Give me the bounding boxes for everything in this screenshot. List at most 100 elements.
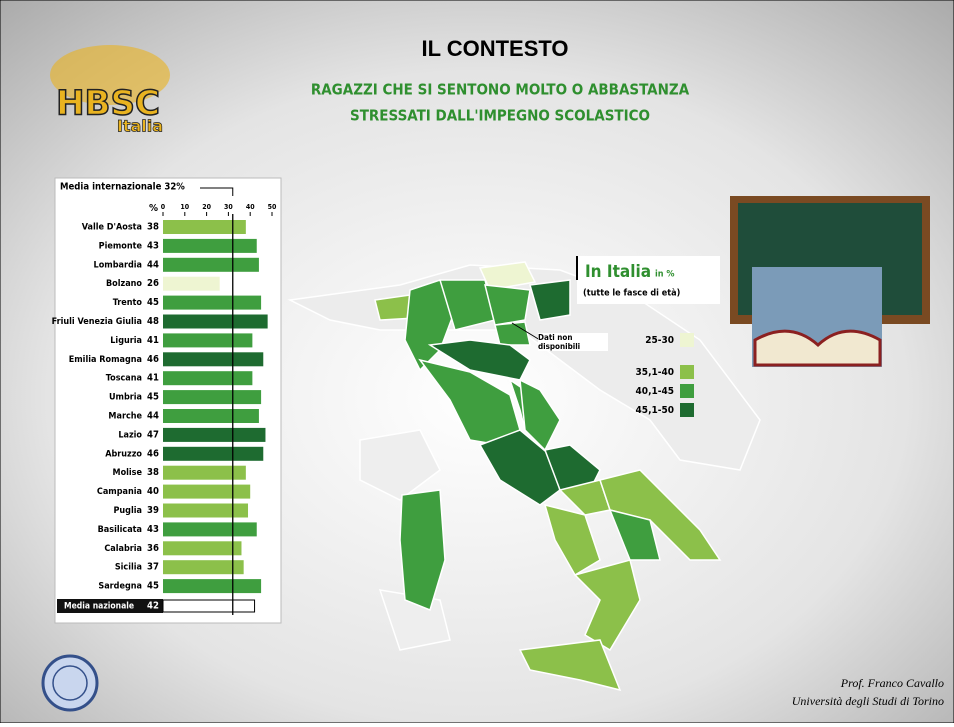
- bar: [163, 238, 257, 253]
- bar: [163, 295, 262, 310]
- value-label: 44: [147, 259, 159, 270]
- slide-title: IL CONTESTO: [421, 36, 568, 61]
- category-label: Lazio: [118, 430, 142, 440]
- bar: [163, 352, 264, 367]
- value-label: 40: [147, 486, 159, 497]
- legend-class-label: 45,1-50: [636, 405, 674, 416]
- legend-missing-text: Dati non disponibili: [538, 333, 608, 351]
- blackboard-picture: [730, 196, 930, 367]
- legend-note: (tutte le fasce di età): [583, 289, 680, 299]
- bar: [163, 257, 259, 272]
- bar: [163, 333, 253, 348]
- author-affiliation: Università degli Studi di Torino: [792, 694, 944, 708]
- value-label: 38: [147, 467, 159, 478]
- value-label: 46: [147, 448, 159, 459]
- category-label: Piemonte: [99, 241, 143, 251]
- national-bar: [162, 599, 256, 613]
- legend-swatch: [680, 365, 694, 379]
- value-label: 41: [147, 373, 159, 384]
- category-label: Abruzzo: [105, 449, 142, 459]
- bar: [163, 560, 244, 575]
- value-label: 26: [147, 278, 159, 289]
- category-label: Puglia: [113, 506, 142, 516]
- legend-swatch: [680, 333, 694, 347]
- legend-class-label: 40,1-45: [636, 386, 674, 397]
- national-label-bg: [57, 599, 163, 613]
- bar: [163, 314, 268, 329]
- category-label: Friuli Venezia Giulia: [52, 317, 142, 327]
- category-label: Bolzano: [106, 279, 142, 289]
- slide-subtitle: STRESSATI DALL'IMPEGNO SCOLASTICO: [350, 107, 650, 125]
- logo-text: HBSC: [56, 84, 160, 124]
- legend-unit: in %: [655, 270, 674, 280]
- bar: [163, 371, 253, 386]
- value-label: 47: [147, 429, 159, 440]
- category-label: Calabria: [104, 544, 142, 554]
- category-label: Emilia Romagna: [69, 355, 142, 365]
- value-label: 36: [147, 543, 159, 554]
- national-label: Media nazionale: [64, 602, 134, 612]
- bar: [163, 276, 220, 291]
- value-label: 45: [147, 297, 159, 308]
- reference-connector: [200, 187, 234, 196]
- value-label: 45: [147, 581, 159, 592]
- x-tick-label: 40: [246, 203, 255, 211]
- legend-title: In Italia: [585, 262, 651, 282]
- bar: [163, 390, 262, 405]
- x-tick-label: 30: [224, 203, 233, 211]
- category-label: Basilicata: [98, 525, 142, 535]
- value-label: 43: [147, 240, 159, 251]
- university-seal: [41, 654, 99, 712]
- legend-swatch: [680, 403, 694, 417]
- map: [287, 261, 761, 692]
- bar: [163, 541, 242, 556]
- value-label: 46: [147, 354, 159, 365]
- x-tick-label: 0: [161, 203, 166, 211]
- bar: [163, 522, 257, 537]
- x-tick-label: 20: [202, 203, 211, 211]
- category-label: Umbria: [109, 393, 142, 403]
- bar: [163, 220, 246, 234]
- value-label: 38: [147, 222, 159, 233]
- bar: [163, 427, 266, 442]
- category-label: Lombardia: [94, 260, 142, 270]
- bar: [163, 579, 262, 594]
- category-label: Campania: [97, 487, 142, 497]
- value-label: 41: [147, 335, 159, 346]
- legend-swatch: [680, 384, 694, 398]
- national-value: 42: [147, 601, 159, 612]
- x-tick-label: 10: [180, 203, 189, 211]
- category-label: Valle D'Aosta: [82, 223, 142, 233]
- value-label: 37: [147, 562, 159, 573]
- value-label: 43: [147, 524, 159, 535]
- logo: HBSC Italia: [50, 45, 170, 136]
- map-legend: In Italia in % (tutte le fasce di età) D…: [511, 256, 720, 417]
- value-label: 39: [147, 505, 159, 516]
- category-label: Marche: [108, 412, 142, 422]
- category-label: Liguria: [110, 336, 142, 346]
- logo-text: Italia: [117, 117, 163, 136]
- bar: [163, 409, 259, 423]
- category-label: Sicilia: [115, 563, 142, 573]
- category-label: Molise: [113, 468, 143, 478]
- bar: [163, 503, 249, 518]
- author: Prof. Franco Cavallo: [840, 676, 944, 690]
- legend-class-label: 35,1-40: [636, 367, 674, 378]
- bar: [163, 465, 246, 480]
- axis-unit: %: [149, 203, 158, 214]
- legend-missing: Dati non disponibili: [538, 333, 608, 351]
- value-label: 45: [147, 392, 159, 403]
- reference-label: Media internazionale 32%: [60, 182, 185, 193]
- x-tick-label: 50: [268, 203, 277, 211]
- value-label: 48: [147, 316, 159, 327]
- slide-subtitle: RAGAZZI CHE SI SENTONO MOLTO O ABBASTANZ…: [311, 81, 690, 99]
- category-label: Toscana: [106, 374, 142, 384]
- legend-class-label: 25-30: [645, 335, 674, 346]
- category-label: Trento: [113, 298, 143, 308]
- bar: [163, 484, 251, 499]
- value-label: 44: [147, 411, 159, 422]
- bar: [163, 446, 264, 461]
- category-label: Sardegna: [98, 582, 142, 592]
- legend-box: [577, 256, 720, 304]
